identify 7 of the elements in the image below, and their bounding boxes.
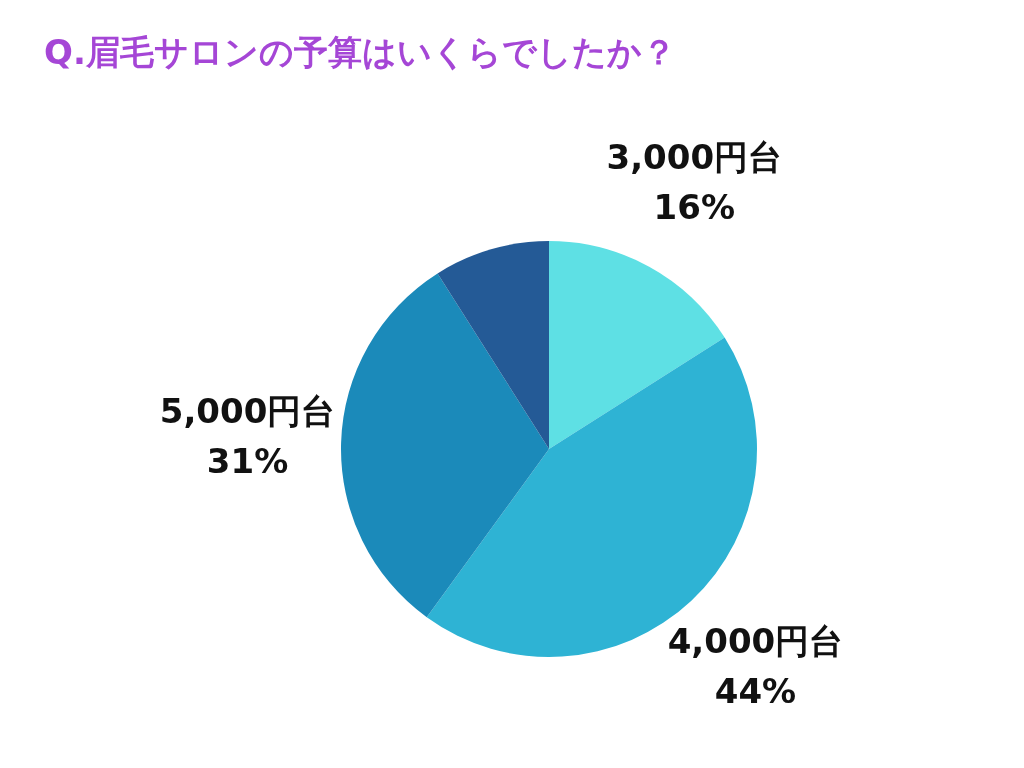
data-label: 31%: [206, 441, 289, 482]
slice-label: 4,000円台: [667, 620, 844, 661]
slice-label: 5,000円台: [159, 391, 336, 432]
data-label: 16%: [653, 186, 735, 227]
data-label: 44%: [714, 670, 797, 711]
slice-label: 3,000円台: [606, 136, 783, 177]
chart-title: Q.眉毛サロンの予算はいくらでしたか？: [44, 31, 676, 74]
